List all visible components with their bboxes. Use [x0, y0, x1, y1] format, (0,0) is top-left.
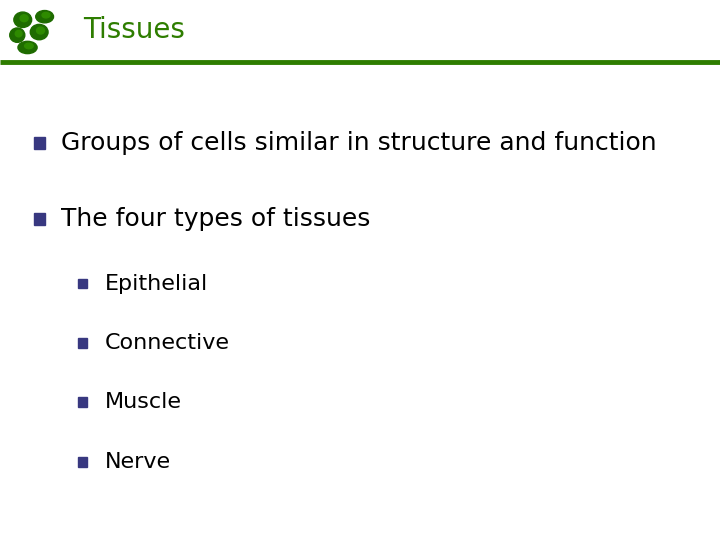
Ellipse shape [30, 24, 48, 40]
FancyBboxPatch shape [34, 213, 45, 225]
FancyBboxPatch shape [34, 137, 45, 149]
Text: The four types of tissues: The four types of tissues [61, 207, 371, 231]
FancyBboxPatch shape [78, 457, 88, 467]
Text: Muscle: Muscle [104, 392, 181, 413]
Ellipse shape [20, 15, 28, 22]
FancyBboxPatch shape [78, 397, 88, 407]
Ellipse shape [15, 30, 22, 37]
Ellipse shape [10, 28, 24, 42]
Ellipse shape [14, 12, 32, 28]
Text: Groups of cells similar in structure and function: Groups of cells similar in structure and… [61, 131, 657, 155]
FancyBboxPatch shape [78, 279, 88, 288]
Text: Epithelial: Epithelial [104, 273, 207, 294]
Text: Tissues: Tissues [83, 16, 184, 44]
Text: Nerve: Nerve [104, 451, 171, 472]
Ellipse shape [18, 42, 37, 53]
Ellipse shape [37, 27, 45, 34]
Ellipse shape [36, 10, 53, 23]
Ellipse shape [42, 12, 50, 18]
Ellipse shape [24, 43, 33, 49]
FancyBboxPatch shape [78, 338, 88, 348]
Text: Connective: Connective [104, 333, 230, 353]
